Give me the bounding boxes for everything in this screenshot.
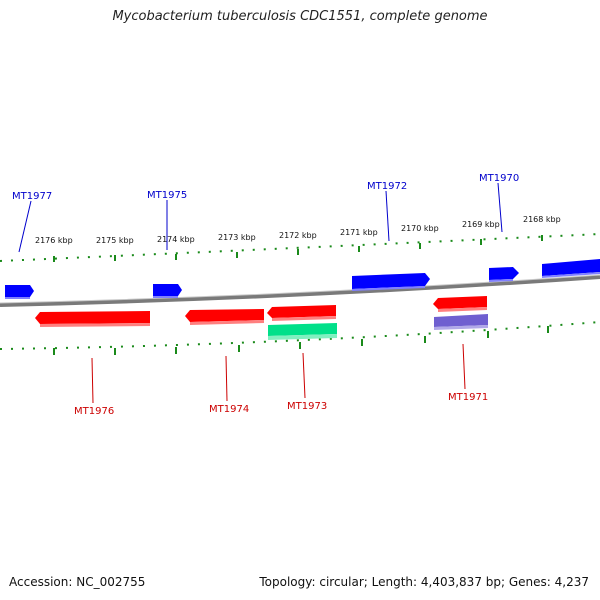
top-labels: MT1977 MT1975 MT1972 MT1970 <box>12 173 519 253</box>
gene-label-mt1972[interactable]: MT1972 <box>367 181 407 192</box>
map-title: Mycobacterium tuberculosis CDC1551, comp… <box>112 9 488 24</box>
accession-text: Accession: NC_002755 <box>9 575 146 589</box>
lower-major-ticks <box>53 326 549 355</box>
tick-label: 2168 kbp <box>523 215 561 224</box>
tick-label: 2171 kbp <box>340 228 378 237</box>
tick-label: 2170 kbp <box>401 224 439 233</box>
reverse-genes <box>35 296 487 327</box>
genome-backbone <box>0 275 600 307</box>
upper-major-ticks <box>53 235 543 262</box>
bottom-labels: MT1976 MT1974 MT1973 MT1971 <box>74 343 488 417</box>
rna-feature[interactable] <box>268 323 337 336</box>
gene-label-mt1973[interactable]: MT1973 <box>287 401 327 412</box>
gene-partial-right[interactable] <box>542 259 600 276</box>
gene-mt1971[interactable] <box>433 296 487 309</box>
gene-mt1974[interactable] <box>185 309 264 322</box>
misc-feature[interactable] <box>434 314 488 327</box>
gene-mt1973[interactable] <box>267 305 336 318</box>
tick-label: 2175 kbp <box>96 236 134 245</box>
tick-label: 2169 kbp <box>462 220 500 229</box>
tick-label: 2176 kbp <box>35 236 73 245</box>
gene-mt1972[interactable] <box>352 273 430 289</box>
gene-label-mt1977[interactable]: MT1977 <box>12 191 52 202</box>
gene-mt1976[interactable] <box>35 311 150 324</box>
forward-genes <box>5 259 600 299</box>
gene-label-mt1976[interactable]: MT1976 <box>74 406 114 417</box>
tick-label: 2174 kbp <box>157 235 195 244</box>
tick-label: 2173 kbp <box>218 233 256 242</box>
gene-mt1975[interactable] <box>153 284 182 296</box>
genome-summary-text: Topology: circular; Length: 4,403,837 bp… <box>259 575 589 589</box>
gene-label-mt1971[interactable]: MT1971 <box>448 392 488 403</box>
gene-label-mt1975[interactable]: MT1975 <box>147 190 187 201</box>
gene-label-mt1970[interactable]: MT1970 <box>479 173 519 184</box>
tick-label: 2172 kbp <box>279 231 317 240</box>
gene-label-mt1974[interactable]: MT1974 <box>209 404 249 415</box>
gene-mt1977[interactable] <box>5 285 34 297</box>
gene-mt1970[interactable] <box>489 267 519 280</box>
